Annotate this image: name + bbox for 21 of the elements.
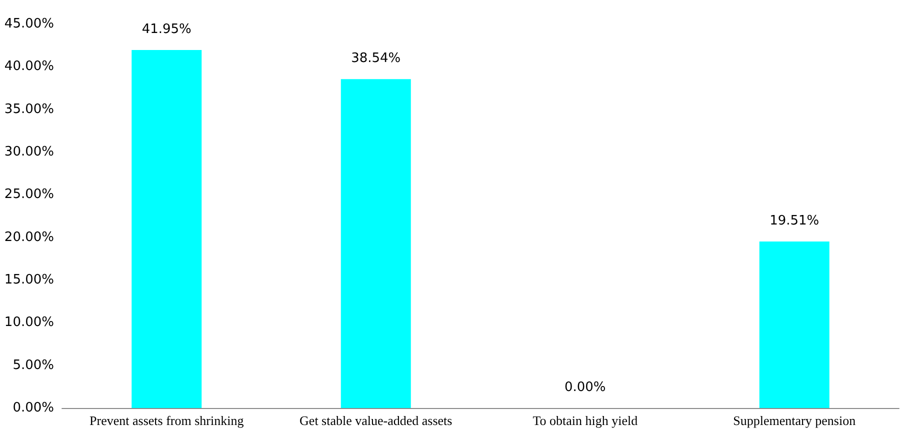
x-tick-label: To obtain high yield: [532, 413, 638, 428]
y-tick-label: 20.00%: [4, 230, 54, 245]
y-tick-label: 0.00%: [12, 400, 54, 416]
bar: [759, 242, 830, 408]
data-label: 41.95%: [142, 22, 192, 38]
x-tick-label: Prevent assets from shrinking: [90, 413, 244, 428]
y-tick-label: 25.00%: [4, 187, 54, 202]
y-tick-label: 40.00%: [4, 59, 54, 74]
bar: [340, 79, 411, 408]
data-label: 0.00%: [564, 380, 606, 395]
y-tick-label: 35.00%: [4, 102, 54, 117]
x-tick-label: Supplementary pension: [733, 413, 856, 428]
y-tick-label: 5.00%: [12, 358, 54, 373]
y-tick-label: 30.00%: [4, 144, 54, 160]
x-tick-label: Get stable value-added assets: [300, 413, 452, 428]
y-tick-label: 15.00%: [4, 272, 54, 288]
data-label: 38.54%: [351, 51, 401, 66]
data-label: 19.51%: [770, 214, 820, 229]
bar: [132, 50, 202, 408]
y-tick-label: 10.00%: [4, 315, 54, 330]
y-tick-label: 45.00%: [4, 16, 54, 32]
